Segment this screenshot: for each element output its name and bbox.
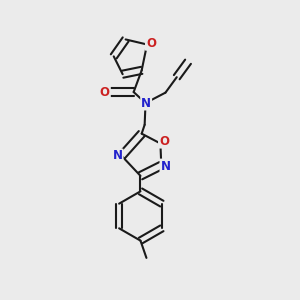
Text: N: N bbox=[112, 149, 123, 162]
Text: O: O bbox=[159, 135, 169, 148]
Text: N: N bbox=[160, 160, 170, 172]
Text: O: O bbox=[146, 37, 156, 50]
Text: O: O bbox=[100, 85, 110, 98]
Text: N: N bbox=[141, 97, 151, 110]
